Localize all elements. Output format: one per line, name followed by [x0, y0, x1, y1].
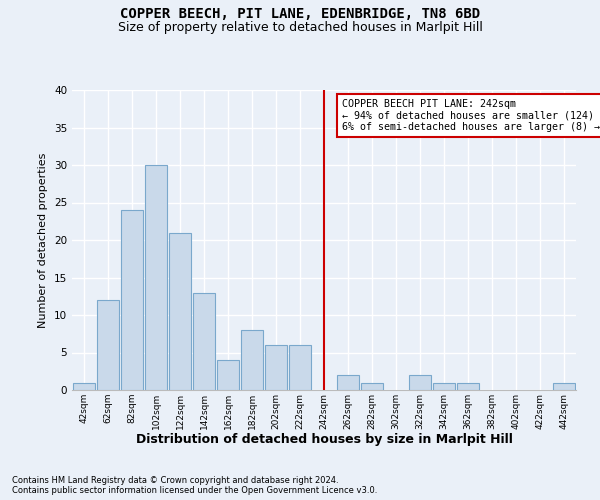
- Bar: [433, 382, 455, 390]
- Bar: [193, 292, 215, 390]
- Bar: [409, 375, 431, 390]
- Text: Contains HM Land Registry data © Crown copyright and database right 2024.: Contains HM Land Registry data © Crown c…: [12, 476, 338, 485]
- Y-axis label: Number of detached properties: Number of detached properties: [38, 152, 49, 328]
- Bar: [265, 345, 287, 390]
- Bar: [145, 165, 167, 390]
- Bar: [121, 210, 143, 390]
- Bar: [169, 232, 191, 390]
- Bar: [553, 382, 575, 390]
- Bar: [241, 330, 263, 390]
- Bar: [457, 382, 479, 390]
- Bar: [361, 382, 383, 390]
- Text: COPPER BEECH PIT LANE: 242sqm
← 94% of detached houses are smaller (124)
6% of s: COPPER BEECH PIT LANE: 242sqm ← 94% of d…: [341, 99, 599, 132]
- Text: Size of property relative to detached houses in Marlpit Hill: Size of property relative to detached ho…: [118, 21, 482, 34]
- Text: COPPER BEECH, PIT LANE, EDENBRIDGE, TN8 6BD: COPPER BEECH, PIT LANE, EDENBRIDGE, TN8 …: [120, 8, 480, 22]
- Bar: [73, 382, 95, 390]
- Bar: [217, 360, 239, 390]
- Text: Contains public sector information licensed under the Open Government Licence v3: Contains public sector information licen…: [12, 486, 377, 495]
- Bar: [97, 300, 119, 390]
- Bar: [289, 345, 311, 390]
- Bar: [337, 375, 359, 390]
- Text: Distribution of detached houses by size in Marlpit Hill: Distribution of detached houses by size …: [136, 432, 512, 446]
